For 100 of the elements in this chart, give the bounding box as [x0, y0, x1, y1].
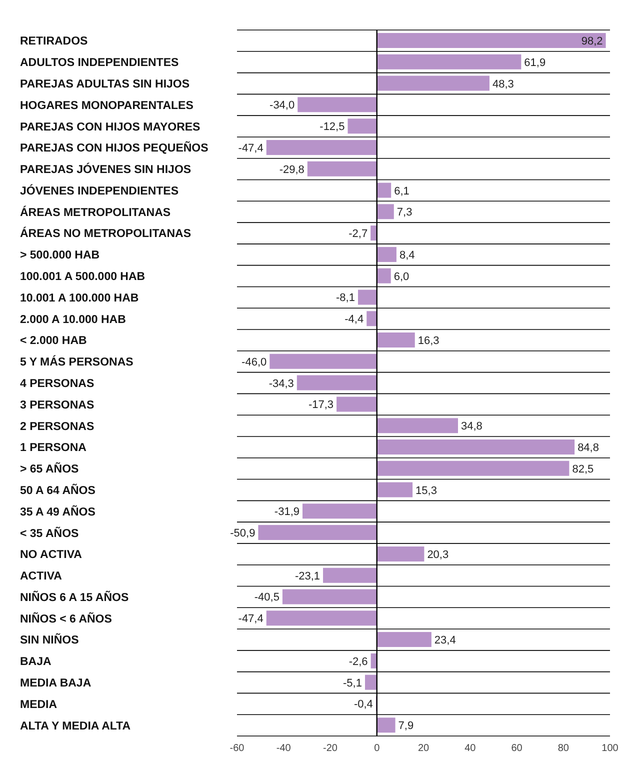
- y-tick-label: RETIRADOS: [20, 36, 88, 48]
- y-tick-label: MEDIA: [20, 698, 58, 711]
- y-tick-label: 2 PERSONAS: [20, 420, 94, 433]
- y-tick-label: HOGARES MONOPARENTALES: [20, 100, 194, 112]
- data-label: 98,2: [581, 36, 603, 48]
- bar: [302, 504, 377, 519]
- y-tick-label: 50 A 64 AÑOS: [20, 482, 96, 497]
- x-tick-label: 40: [464, 743, 476, 754]
- bar: [370, 226, 377, 241]
- data-label: 7,9: [398, 720, 414, 732]
- y-tick-label: BAJA: [20, 656, 52, 668]
- bar: [376, 268, 391, 284]
- x-tick-label: -20: [323, 743, 338, 754]
- bar: [258, 525, 377, 540]
- data-label: -47,4: [238, 142, 264, 154]
- y-tick-label: ACTIVA: [20, 570, 62, 583]
- bar: [266, 140, 377, 155]
- y-tick-label: JÓVENES INDEPENDIENTES: [20, 183, 179, 198]
- y-tick-label: MEDIA BAJA: [20, 678, 92, 690]
- data-label: 23,4: [434, 634, 456, 647]
- data-label: 34,8: [461, 420, 482, 433]
- y-tick-label: ADULTOS INDEPENDIENTES: [20, 57, 180, 70]
- data-label: 84,8: [578, 442, 599, 454]
- bar: [376, 718, 396, 733]
- y-tick-label: PAREJAS JÓVENES SIN HIJOS: [20, 162, 192, 176]
- y-tick-label: 10.001 A 100.000 HAB: [20, 292, 139, 304]
- data-label: -46,0: [242, 356, 267, 368]
- bar: [282, 589, 377, 604]
- data-label: 6,1: [394, 185, 410, 198]
- data-label: -34,3: [268, 378, 294, 390]
- x-tick-label: 60: [511, 743, 523, 754]
- data-label: -23,1: [294, 570, 320, 582]
- data-label: 82,5: [572, 463, 594, 476]
- y-tick-label: PAREJAS ADULTAS SIN HIJOS: [20, 78, 190, 90]
- y-tick-label: PAREJAS CON HIJOS PEQUEÑOS: [20, 140, 209, 155]
- y-tick-label: ÁREAS NO METROPOLITANAS: [20, 226, 192, 240]
- data-label: 20,3: [427, 548, 449, 561]
- bar: [296, 375, 377, 390]
- data-label: -17,3: [308, 399, 334, 412]
- data-label: -50,9: [230, 528, 256, 540]
- bar: [376, 246, 396, 262]
- bar: [336, 396, 377, 412]
- bar: [323, 568, 377, 583]
- bar: [364, 674, 377, 690]
- x-tick-label: -60: [230, 743, 245, 754]
- y-tick-label: 100.001 A 500.000 HAB: [20, 271, 146, 284]
- y-tick-label: NO ACTIVA: [20, 549, 82, 562]
- y-tick-label: < 35 AÑOS: [20, 526, 80, 540]
- bar: [358, 290, 377, 305]
- bar: [266, 610, 377, 626]
- data-label: -12,5: [320, 121, 345, 134]
- data-label: 61,9: [524, 56, 546, 69]
- bar: [376, 418, 458, 434]
- data-label: -40,5: [254, 592, 280, 604]
- bar: [376, 546, 424, 562]
- y-tick-label: 3 PERSONAS: [20, 399, 94, 412]
- data-label: -0,4: [354, 698, 373, 711]
- y-tick-label: NIÑOS 6 A 15 AÑOS: [20, 590, 129, 604]
- bar: [298, 97, 377, 112]
- y-tick-label: 2.000 A 10.000 HAB: [20, 314, 126, 326]
- bar: [370, 653, 377, 668]
- data-label: -34,0: [270, 100, 295, 112]
- x-tick-label: -40: [276, 743, 292, 754]
- bar: [366, 311, 377, 326]
- data-label: -8,1: [336, 292, 355, 304]
- y-tick-label: > 65 AÑOS: [20, 462, 80, 476]
- x-tick-label: 80: [558, 743, 570, 754]
- y-tick-label: SIN NIÑOS: [20, 632, 80, 647]
- data-label: 48,3: [492, 78, 514, 90]
- data-label: 6,0: [394, 270, 410, 283]
- bar: [348, 118, 377, 134]
- data-label: -4,4: [344, 314, 364, 326]
- bar: [376, 33, 606, 48]
- data-label: 7,3: [396, 206, 412, 219]
- data-label: 16,3: [418, 335, 440, 348]
- y-tick-label: 5 Y MÁS PERSONAS: [20, 354, 134, 369]
- bar: [376, 460, 570, 476]
- x-tick-label: 100: [602, 743, 619, 754]
- data-label: -31,9: [274, 506, 300, 518]
- bar: [307, 161, 377, 176]
- bar: [376, 439, 575, 454]
- bar: [270, 354, 377, 369]
- y-tick-label: > 500.000 HAB: [20, 250, 100, 262]
- y-tick-label: NIÑOS < 6 AÑOS: [20, 611, 112, 626]
- y-tick-label: 4 PERSONAS: [20, 378, 94, 390]
- data-label: -2,6: [348, 656, 368, 668]
- bar: [376, 204, 394, 220]
- bar: [376, 332, 415, 348]
- x-tick-label: 0: [374, 743, 380, 754]
- data-label: 8,4: [399, 249, 415, 262]
- y-tick-label: PAREJAS CON HIJOS MAYORES: [20, 121, 201, 134]
- y-tick-label: 1 PERSONA: [20, 442, 86, 454]
- data-label: -2,7: [348, 228, 368, 240]
- data-label: -5,1: [343, 677, 362, 690]
- bar: [376, 76, 490, 91]
- bar: [376, 182, 392, 198]
- bar: [376, 632, 432, 648]
- x-tick-label: 20: [418, 743, 430, 754]
- y-tick-label: ÁREAS METROPOLITANAS: [20, 204, 171, 219]
- y-tick-label: 35 A 49 AÑOS: [20, 504, 96, 518]
